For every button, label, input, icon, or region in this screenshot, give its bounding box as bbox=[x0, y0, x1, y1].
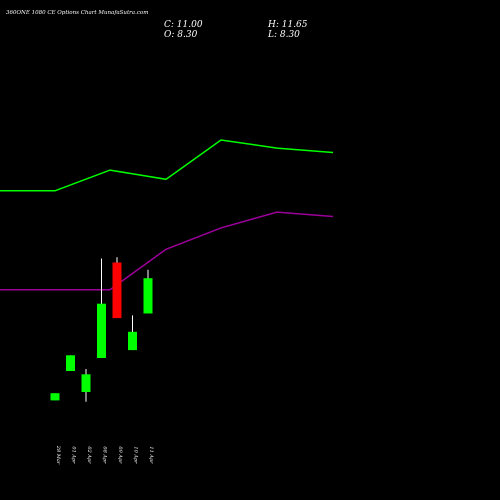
candle bbox=[97, 258, 106, 358]
candle-body bbox=[81, 374, 91, 392]
candle-body bbox=[97, 303, 106, 358]
indicator-line-1 bbox=[0, 139, 334, 192]
candle bbox=[143, 269, 153, 314]
chart-title: 360ONE 1080 CE Options Chart MunafaSutra… bbox=[6, 10, 148, 16]
close-readout: C: 11.00 bbox=[164, 20, 203, 30]
candle bbox=[81, 369, 91, 402]
indicator-lines bbox=[0, 139, 334, 291]
x-tick-label: 11 Apr bbox=[148, 446, 154, 464]
candle bbox=[66, 355, 75, 371]
x-axis-ticks: 28 Mar 01 Apr 02 Apr 08 Apr 09 Apr 10 Apr 11 A… bbox=[55, 445, 154, 465]
candle-body bbox=[112, 262, 122, 319]
candle bbox=[128, 315, 137, 351]
indicator-line-2 bbox=[0, 211, 334, 291]
candle bbox=[112, 257, 122, 319]
candle-body bbox=[143, 278, 153, 314]
x-tick-label: 01 Apr bbox=[71, 446, 77, 464]
candle-body bbox=[50, 393, 60, 401]
x-tick-label: 02 Apr bbox=[86, 446, 92, 464]
open-readout: O: 8.30 bbox=[164, 30, 198, 40]
x-tick-label: 10 Apr bbox=[133, 446, 139, 464]
candles bbox=[50, 257, 153, 402]
low-readout: L: 8.30 bbox=[267, 30, 300, 40]
x-tick-label: 08 Apr bbox=[102, 446, 108, 464]
x-tick-label: 09 Apr bbox=[117, 446, 123, 464]
x-tick-label: 28 Mar bbox=[55, 445, 61, 465]
candle-body bbox=[66, 355, 75, 371]
high-readout: H: 11.65 bbox=[267, 20, 308, 30]
candle-body bbox=[128, 331, 137, 351]
candle bbox=[50, 393, 60, 401]
